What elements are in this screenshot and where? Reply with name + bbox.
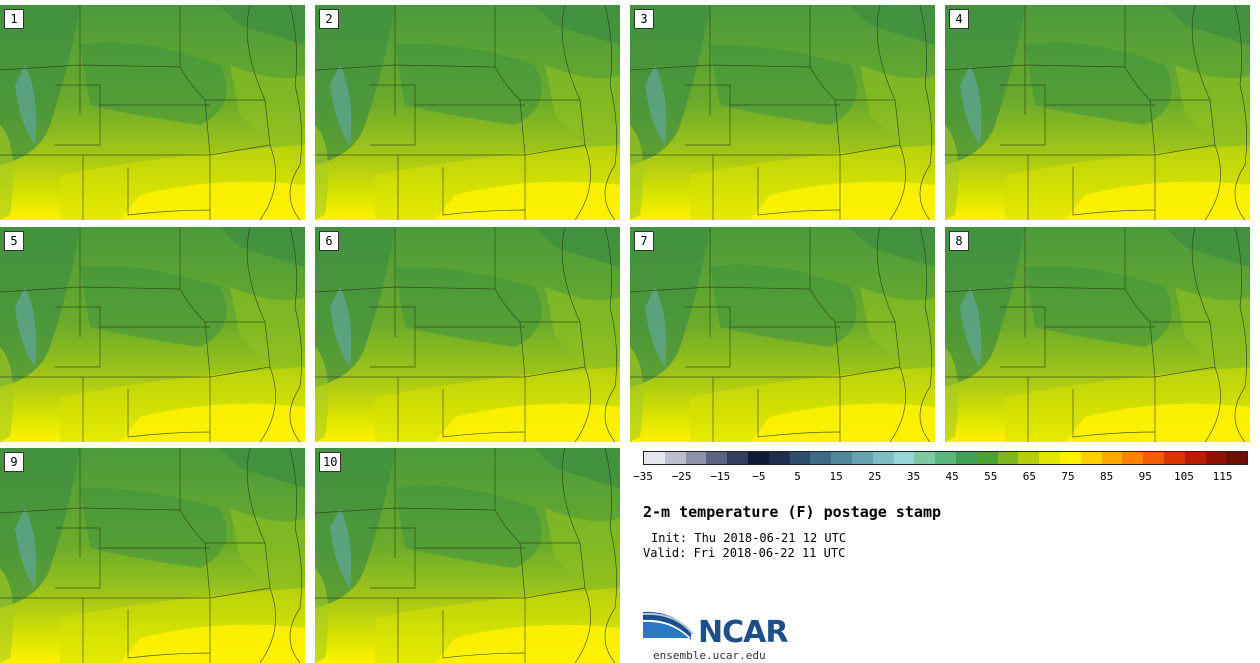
colorbar-bin-24 [1143, 452, 1164, 464]
ensemble-member-map-3: 3 [630, 5, 935, 220]
map-title: 2-m temperature (F) postage stamp [643, 503, 942, 521]
colorbar-bin-16 [976, 452, 998, 464]
colorbar-tick-label: 5 [794, 470, 801, 483]
colorbar-tick-label: 85 [1100, 470, 1114, 483]
colorbar-tick-label: 65 [1022, 470, 1036, 483]
member-number-label: 5 [4, 231, 24, 251]
member-number-label: 9 [4, 452, 24, 472]
member-number-label: 1 [4, 9, 24, 29]
colorbar-bin-3 [706, 452, 728, 464]
ensemble-url: ensemble.ucar.edu [653, 649, 766, 662]
ensemble-member-map-1: 1 [0, 5, 305, 220]
colorbar-bin-22 [1101, 452, 1123, 464]
ensemble-member-map-6: 6 [315, 227, 620, 442]
colorbar-bin-26 [1184, 452, 1206, 464]
colorbar-bin-21 [1080, 452, 1102, 464]
ensemble-member-map-7: 7 [630, 227, 935, 442]
colorbar-bin-7 [789, 452, 811, 464]
colorbar-tick-label: 45 [945, 470, 959, 483]
colorbar-bin-14 [935, 452, 956, 464]
colorbar-tick-label: 95 [1138, 470, 1152, 483]
colorbar-bin-4 [727, 452, 748, 464]
colorbar-bin-5 [747, 452, 769, 464]
colorbar-bin-13 [914, 452, 936, 464]
member-number-label: 3 [634, 9, 654, 29]
colorbar-tick-label: −35 [633, 470, 653, 483]
colorbar-bin-11 [872, 452, 894, 464]
member-number-label: 4 [949, 9, 969, 29]
ensemble-member-map-4: 4 [945, 5, 1250, 220]
colorbar-bin-17 [997, 452, 1019, 464]
colorbar-tick-label: 25 [868, 470, 882, 483]
colorbar-bin-25 [1163, 452, 1185, 464]
member-number-label: 6 [319, 231, 339, 251]
colorbar-tick-label: −5 [752, 470, 766, 483]
colorbar-bin-2 [685, 452, 707, 464]
colorbar-tick-labels: −35 −25 −15 −5 5 15 25 35 45 55 65 75 85 95 105 115 [633, 470, 1248, 484]
colorbar-tick-label: 75 [1061, 470, 1075, 483]
init-time: Init: Thu 2018-06-21 12 UTC [651, 531, 847, 545]
colorbar-bin-9 [831, 452, 852, 464]
colorbar-tick-label: 55 [984, 470, 998, 483]
ensemble-member-map-10: 10 [315, 448, 620, 663]
colorbar-bin-15 [955, 452, 977, 464]
colorbar-tick-label: 15 [829, 470, 843, 483]
member-number-label: 8 [949, 231, 969, 251]
ensemble-member-map-2: 2 [315, 5, 620, 220]
colorbar-bin-28 [1226, 452, 1248, 464]
colorbar-tick-label: −25 [671, 470, 692, 483]
member-number-label: 10 [319, 452, 342, 472]
ncar-logo-text: NCAR [698, 615, 788, 650]
colorbar-bin-12 [893, 452, 915, 464]
colorbar-bin-23 [1122, 452, 1144, 464]
colorbar-bin-20 [1059, 452, 1081, 464]
colorbar-bin-27 [1205, 452, 1227, 464]
colorbar-tick-label: 115 [1212, 470, 1233, 483]
member-number-label: 2 [319, 9, 339, 29]
colorbar-bin-6 [768, 452, 790, 464]
ncar-logo [643, 611, 694, 640]
ensemble-member-map-9: 9 [0, 448, 305, 663]
ensemble-member-map-8: 8 [945, 227, 1250, 442]
colorbar-bin-10 [851, 452, 873, 464]
temperature-colorbar [643, 451, 1248, 465]
valid-time: Valid: Fri 2018-06-22 11 UTC [643, 546, 846, 560]
colorbar-tick-label: 105 [1173, 470, 1194, 483]
colorbar-bin-19 [1039, 452, 1060, 464]
colorbar-tick-label: 35 [906, 470, 921, 483]
ensemble-member-map-5: 5 [0, 227, 305, 442]
member-number-label: 7 [634, 231, 654, 251]
colorbar-bin-18 [1018, 452, 1040, 464]
colorbar-bin-0 [644, 452, 665, 464]
colorbar-bin-1 [664, 452, 686, 464]
colorbar-bin-8 [810, 452, 832, 464]
colorbar-tick-label: −15 [710, 470, 731, 483]
